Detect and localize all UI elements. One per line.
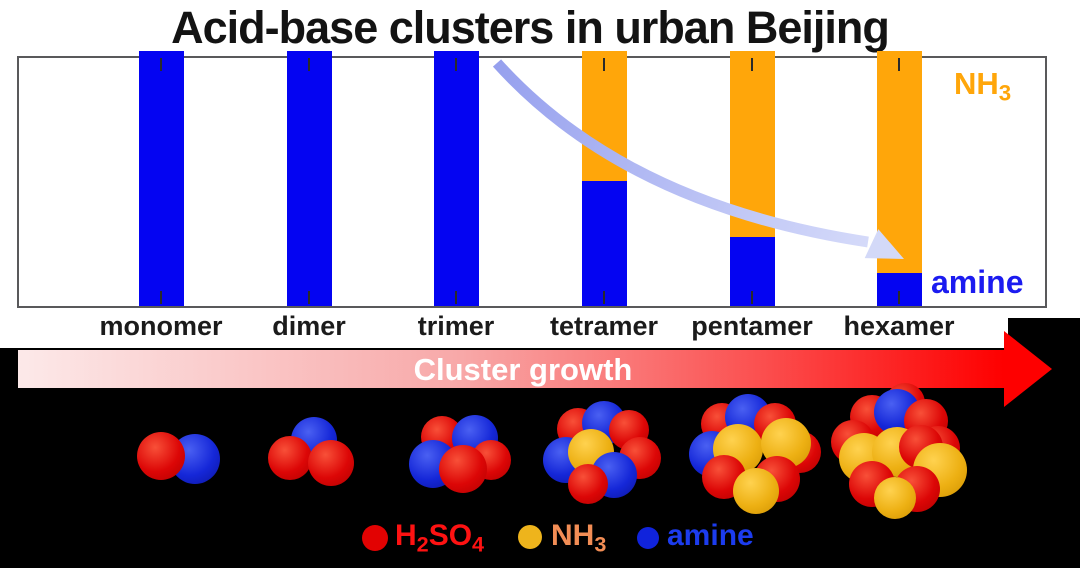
x-axis-category-label: pentamer xyxy=(691,311,813,341)
x-axis-tick-top xyxy=(603,58,605,71)
molecule-ball-yellow xyxy=(874,477,916,519)
axis-label-background xyxy=(0,318,1008,348)
legend-dot-nh3 xyxy=(518,525,542,549)
legend-label-text: amine xyxy=(667,519,754,552)
bar-segment-amine xyxy=(286,51,332,306)
bar-segment-amine xyxy=(138,51,184,306)
x-axis-category-label: trimer xyxy=(417,311,495,341)
x-axis-tick-bottom xyxy=(751,291,753,304)
legend-label-text: SO xyxy=(428,519,473,552)
legend-label-subscript: 2 xyxy=(416,531,429,557)
molecule-ball-red xyxy=(308,440,354,486)
molecule-ball-red xyxy=(137,432,185,480)
molecule-ball-red xyxy=(439,445,487,493)
legend-label-nh3: NH3 xyxy=(551,519,606,557)
growth-arrow-head xyxy=(1004,331,1052,407)
x-axis-tick-bottom xyxy=(160,291,162,304)
x-axis-tick-bottom xyxy=(455,291,457,304)
molecule-ball-red xyxy=(268,436,312,480)
chart-title: Acid-base clusters in urban Beijing xyxy=(171,2,890,53)
x-axis-tick-top xyxy=(455,58,457,71)
x-axis-tick-bottom xyxy=(603,291,605,304)
nh3-subscript: 3 xyxy=(998,80,1012,106)
bar-segment-amine xyxy=(433,51,479,306)
x-axis-tick-bottom xyxy=(308,291,310,304)
x-axis-category-label: hexamer xyxy=(843,311,955,341)
bar-segment-nh3 xyxy=(729,51,775,237)
legend-label-amine: amine xyxy=(667,519,754,553)
x-axis-category-label: dimer xyxy=(272,311,346,341)
nh3-series-label: NH3 xyxy=(954,66,1011,107)
bar-segment-amine xyxy=(581,181,627,306)
molecule-ball-yellow xyxy=(733,468,779,514)
legend-label-h2so4: H2SO4 xyxy=(395,519,484,557)
plot-frame xyxy=(17,56,1047,308)
legend-dot-amine xyxy=(637,527,659,549)
amine-series-label: amine xyxy=(931,264,1024,300)
legend-label-subscript: 3 xyxy=(594,531,607,557)
x-axis-tick-top xyxy=(160,58,162,71)
legend-dot-h2so4 xyxy=(362,525,388,551)
x-axis-tick-bottom xyxy=(898,291,900,304)
molecule-ball-red xyxy=(568,464,608,504)
nh3-main: NH xyxy=(954,66,999,101)
bar-segment-nh3 xyxy=(876,51,922,273)
legend-label-text: NH xyxy=(551,519,595,552)
growth-arrow-label: Cluster growth xyxy=(413,352,633,387)
x-axis-tick-top xyxy=(898,58,900,71)
x-axis-tick-top xyxy=(751,58,753,71)
x-axis-category-label: monomer xyxy=(99,311,223,341)
legend-label-text: H xyxy=(395,519,417,552)
x-axis-category-label: tetramer xyxy=(549,311,659,341)
x-axis-tick-top xyxy=(308,58,310,71)
legend-label-subscript: 4 xyxy=(472,531,485,557)
